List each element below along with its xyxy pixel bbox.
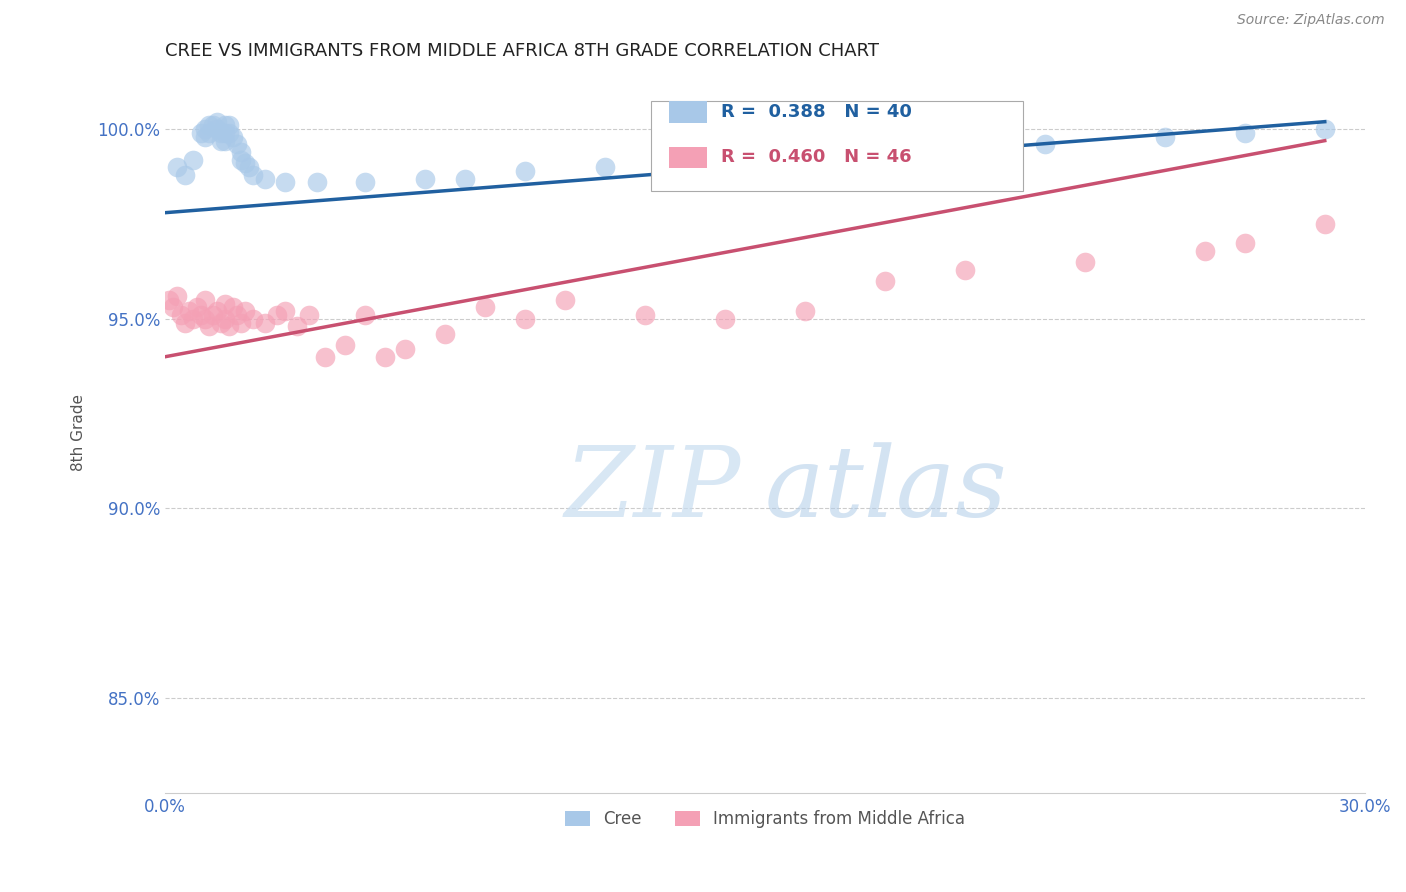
Point [454, 171, 477, 186]
Point [194, 311, 217, 326]
Point [222, 129, 245, 144]
Point [231, 145, 253, 159]
Point [634, 308, 657, 322]
Point [233, 156, 256, 170]
Point [202, 119, 225, 133]
Point [238, 160, 260, 174]
Point [794, 304, 817, 318]
Point [242, 311, 264, 326]
Point [174, 316, 197, 330]
Point [209, 126, 232, 140]
Point [214, 119, 236, 133]
Point [274, 304, 297, 318]
Point [873, 145, 896, 159]
Point [1313, 217, 1336, 231]
Point [513, 164, 536, 178]
Point [593, 160, 616, 174]
FancyBboxPatch shape [669, 146, 707, 169]
Point [218, 126, 240, 140]
FancyBboxPatch shape [669, 101, 707, 123]
Point [298, 308, 321, 322]
Point [254, 316, 277, 330]
Point [413, 171, 436, 186]
Point [205, 114, 228, 128]
Point [513, 311, 536, 326]
Point [314, 350, 336, 364]
Point [754, 149, 776, 163]
Text: atlas: atlas [765, 442, 1008, 538]
Point [166, 289, 188, 303]
Point [179, 304, 201, 318]
Point [198, 319, 221, 334]
Point [953, 262, 976, 277]
Point [1153, 129, 1175, 144]
Point [1233, 235, 1256, 250]
Point [218, 319, 240, 334]
Legend: Cree, Immigrants from Middle Africa: Cree, Immigrants from Middle Africa [558, 804, 972, 835]
Y-axis label: 8th Grade: 8th Grade [72, 394, 86, 471]
Text: R =  0.388   N = 40: R = 0.388 N = 40 [721, 103, 911, 121]
Point [209, 134, 232, 148]
Point [1313, 122, 1336, 136]
Point [333, 338, 356, 352]
Point [162, 301, 184, 315]
Point [214, 134, 236, 148]
Point [254, 171, 277, 186]
Point [1194, 244, 1216, 258]
Point [174, 168, 197, 182]
Point [218, 119, 240, 133]
Point [190, 126, 212, 140]
Point [226, 137, 249, 152]
Point [714, 311, 737, 326]
Point [266, 308, 288, 322]
Point [186, 301, 208, 315]
Text: R =  0.460   N = 46: R = 0.460 N = 46 [721, 148, 911, 166]
Point [673, 156, 696, 170]
Text: Source: ZipAtlas.com: Source: ZipAtlas.com [1237, 13, 1385, 28]
Point [194, 122, 217, 136]
Point [222, 301, 245, 315]
FancyBboxPatch shape [651, 101, 1024, 191]
Point [231, 153, 253, 167]
Point [354, 175, 377, 189]
Point [181, 311, 204, 326]
Point [198, 119, 221, 133]
Point [209, 316, 232, 330]
Point [1033, 137, 1056, 152]
Text: CREE VS IMMIGRANTS FROM MIDDLE AFRICA 8TH GRADE CORRELATION CHART: CREE VS IMMIGRANTS FROM MIDDLE AFRICA 8T… [166, 42, 879, 60]
Point [1233, 126, 1256, 140]
Point [307, 175, 329, 189]
Point [374, 350, 396, 364]
Point [231, 316, 253, 330]
Point [190, 308, 212, 322]
Text: ZIP: ZIP [565, 442, 741, 538]
Point [198, 126, 221, 140]
Point [242, 168, 264, 182]
Point [554, 293, 576, 307]
Point [205, 122, 228, 136]
Point [202, 308, 225, 322]
Point [274, 175, 297, 189]
Point [205, 304, 228, 318]
Point [354, 308, 377, 322]
Point [434, 326, 457, 341]
Point [394, 342, 416, 356]
Point [873, 274, 896, 288]
Point [181, 153, 204, 167]
Point [285, 319, 308, 334]
Point [170, 308, 193, 322]
Point [194, 293, 217, 307]
Point [214, 296, 236, 310]
Point [157, 293, 180, 307]
Point [1074, 255, 1097, 269]
Point [233, 304, 256, 318]
Point [214, 126, 236, 140]
Point [214, 311, 236, 326]
Point [194, 129, 217, 144]
Point [474, 301, 496, 315]
Point [166, 160, 188, 174]
Point [226, 308, 249, 322]
